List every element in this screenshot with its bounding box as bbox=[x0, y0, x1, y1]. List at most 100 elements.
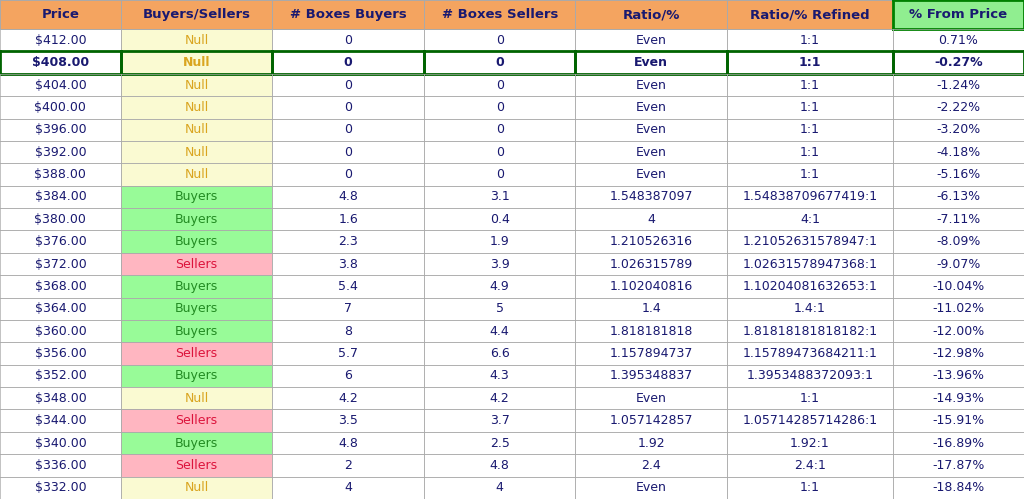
Bar bbox=[424, 387, 575, 410]
Text: 0: 0 bbox=[344, 101, 352, 114]
Text: 0.71%: 0.71% bbox=[939, 34, 978, 47]
Bar bbox=[272, 387, 424, 410]
Bar bbox=[0, 0, 121, 29]
Text: 0.4: 0.4 bbox=[489, 213, 510, 226]
Text: $384.00: $384.00 bbox=[35, 191, 86, 204]
Bar bbox=[575, 29, 727, 51]
Text: 0: 0 bbox=[344, 34, 352, 47]
Bar bbox=[424, 275, 575, 297]
Bar bbox=[121, 208, 272, 231]
Bar bbox=[893, 186, 1024, 208]
Bar bbox=[272, 454, 424, 477]
Text: 1.057142857: 1.057142857 bbox=[609, 414, 693, 427]
Text: 1.102040816: 1.102040816 bbox=[609, 280, 693, 293]
Bar bbox=[727, 342, 893, 365]
Bar bbox=[272, 74, 424, 96]
Text: 4: 4 bbox=[496, 482, 504, 495]
Bar bbox=[727, 96, 893, 119]
Bar bbox=[272, 320, 424, 342]
Text: # Boxes Buyers: # Boxes Buyers bbox=[290, 8, 407, 21]
Text: 1:1: 1:1 bbox=[800, 146, 820, 159]
Bar bbox=[727, 297, 893, 320]
Bar bbox=[272, 208, 424, 231]
Text: 1.81818181818182:1: 1.81818181818182:1 bbox=[742, 325, 878, 338]
Text: 4.2: 4.2 bbox=[338, 392, 358, 405]
Text: -4.18%: -4.18% bbox=[936, 146, 981, 159]
Bar bbox=[0, 51, 121, 74]
Text: 4:1: 4:1 bbox=[800, 213, 820, 226]
Text: Even: Even bbox=[636, 146, 667, 159]
Text: -11.02%: -11.02% bbox=[933, 302, 984, 315]
Text: $392.00: $392.00 bbox=[35, 146, 86, 159]
Bar bbox=[0, 186, 121, 208]
Text: $348.00: $348.00 bbox=[35, 392, 86, 405]
Bar bbox=[424, 297, 575, 320]
Bar bbox=[0, 96, 121, 119]
Bar bbox=[272, 432, 424, 454]
Bar bbox=[272, 96, 424, 119]
Bar bbox=[575, 387, 727, 410]
Bar bbox=[424, 96, 575, 119]
Bar bbox=[0, 74, 121, 96]
Bar bbox=[424, 320, 575, 342]
Bar bbox=[121, 74, 272, 96]
Bar bbox=[424, 0, 575, 29]
Text: $372.00: $372.00 bbox=[35, 257, 86, 270]
Text: 3.1: 3.1 bbox=[489, 191, 510, 204]
Text: 6: 6 bbox=[344, 369, 352, 382]
Text: 4.2: 4.2 bbox=[489, 392, 510, 405]
Text: $352.00: $352.00 bbox=[35, 369, 86, 382]
Bar bbox=[0, 387, 121, 410]
Bar bbox=[424, 253, 575, 275]
Bar bbox=[272, 186, 424, 208]
Text: Buyers: Buyers bbox=[175, 235, 218, 248]
Text: 4.8: 4.8 bbox=[338, 191, 358, 204]
Text: -5.16%: -5.16% bbox=[936, 168, 981, 181]
Text: 7: 7 bbox=[344, 302, 352, 315]
Text: $376.00: $376.00 bbox=[35, 235, 86, 248]
Bar bbox=[272, 253, 424, 275]
Text: 0: 0 bbox=[496, 146, 504, 159]
Bar bbox=[575, 454, 727, 477]
Bar bbox=[424, 74, 575, 96]
Text: Null: Null bbox=[184, 146, 209, 159]
Bar bbox=[121, 29, 272, 51]
Text: Buyers: Buyers bbox=[175, 325, 218, 338]
Text: $368.00: $368.00 bbox=[35, 280, 86, 293]
Text: 1.3953488372093:1: 1.3953488372093:1 bbox=[746, 369, 873, 382]
Bar bbox=[575, 275, 727, 297]
Bar bbox=[727, 208, 893, 231]
Bar bbox=[424, 231, 575, 253]
Bar bbox=[727, 477, 893, 499]
Bar bbox=[121, 231, 272, 253]
Bar bbox=[727, 231, 893, 253]
Text: -12.98%: -12.98% bbox=[933, 347, 984, 360]
Text: Buyers: Buyers bbox=[175, 280, 218, 293]
Bar bbox=[424, 365, 575, 387]
Text: 2: 2 bbox=[344, 459, 352, 472]
Bar bbox=[727, 119, 893, 141]
Text: Null: Null bbox=[184, 392, 209, 405]
Bar bbox=[893, 29, 1024, 51]
Bar bbox=[121, 96, 272, 119]
Bar bbox=[0, 432, 121, 454]
Bar bbox=[575, 297, 727, 320]
Bar bbox=[893, 410, 1024, 432]
Text: 3.7: 3.7 bbox=[489, 414, 510, 427]
Text: 3.9: 3.9 bbox=[489, 257, 510, 270]
Text: Sellers: Sellers bbox=[175, 459, 218, 472]
Bar bbox=[0, 29, 121, 51]
Text: 1.02631578947368:1: 1.02631578947368:1 bbox=[742, 257, 878, 270]
Text: -2.22%: -2.22% bbox=[936, 101, 981, 114]
Bar bbox=[575, 231, 727, 253]
Bar bbox=[121, 297, 272, 320]
Bar bbox=[893, 163, 1024, 186]
Bar bbox=[272, 365, 424, 387]
Bar bbox=[424, 163, 575, 186]
Bar bbox=[121, 275, 272, 297]
Text: 1.92:1: 1.92:1 bbox=[791, 437, 829, 450]
Bar bbox=[727, 432, 893, 454]
Text: $412.00: $412.00 bbox=[35, 34, 86, 47]
Bar bbox=[893, 365, 1024, 387]
Text: 1:1: 1:1 bbox=[800, 123, 820, 136]
